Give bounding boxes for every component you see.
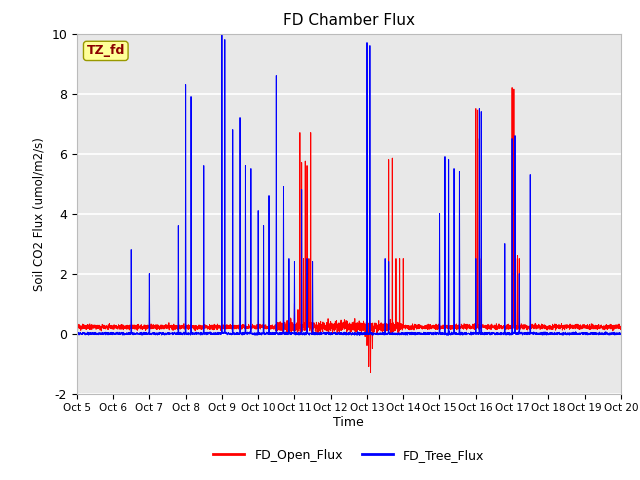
FD_Tree_Flux [616, 331, 624, 337]
FD_Open_Flux [367, 370, 374, 375]
FD_Tree_Flux [617, 331, 625, 336]
Y-axis label: Soil CO2 Flux (umol/m2/s): Soil CO2 Flux (umol/m2/s) [33, 137, 45, 290]
X-axis label: Time: Time [333, 416, 364, 429]
FD_Open_Flux [616, 325, 624, 331]
Text: TZ_fd: TZ_fd [86, 44, 125, 58]
FD_Open_Flux [471, 324, 479, 330]
FD_Tree_Flux [441, 295, 449, 301]
FD_Open_Flux [441, 324, 449, 329]
FD_Open_Flux [617, 324, 625, 330]
Legend: FD_Open_Flux, FD_Tree_Flux: FD_Open_Flux, FD_Tree_Flux [208, 444, 490, 467]
FD_Tree_Flux [171, 330, 179, 336]
FD_Open_Flux [73, 325, 81, 331]
FD_Tree_Flux [73, 330, 81, 336]
FD_Tree_Flux [218, 32, 226, 38]
Title: FD Chamber Flux: FD Chamber Flux [283, 13, 415, 28]
FD_Open_Flux [502, 326, 509, 332]
FD_Tree_Flux [84, 332, 92, 338]
FD_Tree_Flux [471, 331, 479, 336]
Line: FD_Open_Flux: FD_Open_Flux [77, 88, 621, 372]
FD_Open_Flux [508, 85, 516, 91]
FD_Open_Flux [171, 326, 179, 332]
FD_Tree_Flux [502, 331, 509, 336]
Line: FD_Tree_Flux: FD_Tree_Flux [77, 35, 621, 335]
FD_Tree_Flux [329, 332, 337, 337]
FD_Open_Flux [328, 322, 336, 328]
